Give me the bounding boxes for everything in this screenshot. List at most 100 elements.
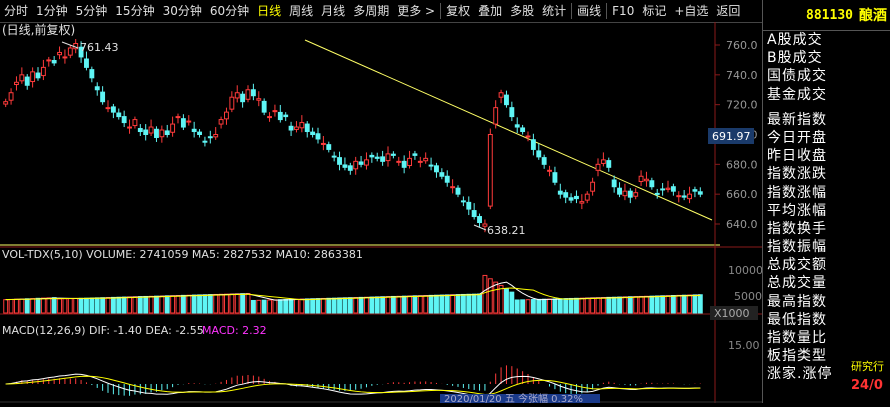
candle-body bbox=[487, 134, 493, 207]
toolbar-item-7[interactable]: 周线 bbox=[289, 4, 314, 18]
toolbar-item-6[interactable]: 日线 bbox=[257, 4, 282, 18]
toolbar-item-18[interactable]: +自选 bbox=[674, 4, 709, 18]
volume-bar bbox=[401, 295, 407, 314]
stat-item-8[interactable]: 指数涨幅 bbox=[767, 184, 827, 201]
toolbar-item-19[interactable]: 返回 bbox=[716, 4, 741, 18]
toolbar-item-15[interactable]: 画线 bbox=[577, 4, 602, 18]
price-tick-1: 740.0 bbox=[726, 69, 758, 82]
toolbar-item-1[interactable]: 1分钟 bbox=[36, 4, 68, 18]
toolbar-item-17[interactable]: 标记 bbox=[642, 4, 667, 18]
candle-body bbox=[396, 160, 402, 163]
toolbar-separator bbox=[606, 3, 608, 19]
candle-body bbox=[337, 157, 342, 165]
toolbar-item-4[interactable]: 30分钟 bbox=[162, 4, 202, 18]
volume-bar bbox=[40, 297, 46, 314]
candle-body bbox=[660, 188, 666, 191]
candle-body bbox=[681, 195, 687, 198]
volume-bar bbox=[654, 295, 660, 314]
volume-bar bbox=[364, 296, 369, 314]
toolbar-item-5[interactable]: 60分钟 bbox=[209, 4, 250, 18]
volume-bar bbox=[283, 299, 289, 314]
toolbar-item-16[interactable]: F10 bbox=[612, 4, 635, 18]
stat-item-12[interactable]: 总成交额 bbox=[767, 257, 827, 274]
toolbar-item-0[interactable]: 分时 bbox=[4, 4, 29, 18]
candle-body bbox=[320, 142, 326, 145]
candle-body bbox=[504, 94, 509, 106]
candle-body bbox=[170, 123, 176, 133]
volume-bar bbox=[337, 297, 342, 314]
volume-bar bbox=[347, 297, 353, 314]
stat-item-0[interactable]: A股成交 bbox=[767, 32, 823, 48]
candle-body bbox=[143, 129, 149, 136]
stat-item-10[interactable]: 指数换手 bbox=[767, 220, 827, 237]
toolbar-item-13[interactable]: 多股 bbox=[510, 4, 535, 18]
candle-body bbox=[234, 92, 240, 99]
candle-body bbox=[197, 131, 202, 136]
volume-bar bbox=[547, 298, 552, 314]
stat-item-3[interactable]: 基金成交 bbox=[767, 86, 827, 103]
candle-body bbox=[417, 160, 423, 163]
candle-body bbox=[617, 187, 622, 195]
volume-bar bbox=[563, 298, 569, 314]
volume-bar bbox=[164, 295, 170, 314]
candle-body bbox=[137, 128, 143, 133]
candle-body bbox=[385, 153, 391, 162]
candle-body bbox=[180, 118, 186, 128]
volume-bar bbox=[493, 281, 499, 314]
volume-bar bbox=[30, 298, 36, 314]
candle-body bbox=[568, 197, 574, 201]
stat-item-7[interactable]: 指数涨跌 bbox=[767, 166, 827, 183]
volume-bar bbox=[423, 295, 429, 314]
stat-gap bbox=[763, 104, 890, 111]
stat-item-11[interactable]: 指数振幅 bbox=[767, 239, 827, 256]
volume-bar bbox=[73, 297, 79, 314]
stat-item-4[interactable]: 最新指数 bbox=[767, 111, 827, 128]
volume-ma10-line bbox=[5, 287, 701, 301]
stat-item-9[interactable]: 平均涨幅 bbox=[767, 202, 827, 219]
toolbar-item-11[interactable]: 复权 bbox=[446, 4, 471, 18]
volume-bar bbox=[692, 294, 698, 314]
volume-bar bbox=[611, 296, 617, 314]
volume-bar bbox=[224, 293, 229, 314]
candle-body bbox=[304, 123, 310, 133]
volume-bar bbox=[638, 295, 644, 314]
stat-item-6[interactable]: 昨日收盘 bbox=[767, 148, 827, 165]
volume-bar bbox=[132, 296, 138, 314]
stat-item-1[interactable]: B股成交 bbox=[767, 50, 823, 67]
price-tick-2: 720.0 bbox=[726, 99, 758, 112]
volume-bar bbox=[342, 297, 348, 314]
candle-body bbox=[697, 191, 703, 195]
stat-item-16[interactable]: 指数量比 bbox=[767, 330, 827, 346]
stat-item-15[interactable]: 最低指数 bbox=[767, 311, 827, 328]
stat-item-14[interactable]: 最高指数 bbox=[767, 293, 827, 310]
stat-item-2[interactable]: 国债成交 bbox=[767, 68, 827, 85]
trend-line[interactable] bbox=[304, 39, 713, 221]
stat-item-17[interactable]: 板指类型 bbox=[767, 348, 827, 365]
volume-bar bbox=[557, 298, 563, 314]
stat-item-5[interactable]: 今日开盘 bbox=[767, 129, 827, 146]
macd-value-label: MACD: 2.32 bbox=[202, 324, 267, 337]
toolbar-item-10[interactable]: 更多 > bbox=[397, 4, 436, 18]
toolbar-item-3[interactable]: 15分钟 bbox=[115, 4, 155, 18]
toolbar-item-9[interactable]: 多周期 bbox=[353, 4, 390, 18]
kline-chart-area[interactable]: (日线,前复权) 761.43 638.21 760.0740.0720.070… bbox=[0, 22, 763, 405]
stat-item-18[interactable]: 涨家.涨停 bbox=[767, 366, 833, 383]
volume-bar bbox=[213, 293, 219, 314]
candle-body bbox=[283, 114, 289, 118]
toolbar-item-14[interactable]: 统计 bbox=[542, 4, 567, 18]
candle-body bbox=[498, 92, 504, 98]
candle-body bbox=[94, 86, 100, 91]
candle-body bbox=[218, 119, 224, 125]
toolbar-item-2[interactable]: 5分钟 bbox=[75, 4, 108, 18]
volume-bar bbox=[466, 293, 472, 314]
volume-bar bbox=[396, 295, 402, 314]
volume-bar bbox=[574, 297, 579, 314]
toolbar-item-8[interactable]: 月线 bbox=[321, 4, 346, 18]
current-price-box bbox=[708, 128, 754, 144]
candle-body bbox=[154, 128, 159, 138]
volume-bar bbox=[186, 294, 192, 314]
volume-bar bbox=[8, 298, 14, 314]
toolbar-item-12[interactable]: 叠加 bbox=[478, 4, 503, 18]
stat-item-13[interactable]: 总成交量 bbox=[767, 275, 827, 292]
kline-chart[interactable]: (日线,前复权) 761.43 638.21 760.0740.0720.070… bbox=[0, 22, 763, 405]
